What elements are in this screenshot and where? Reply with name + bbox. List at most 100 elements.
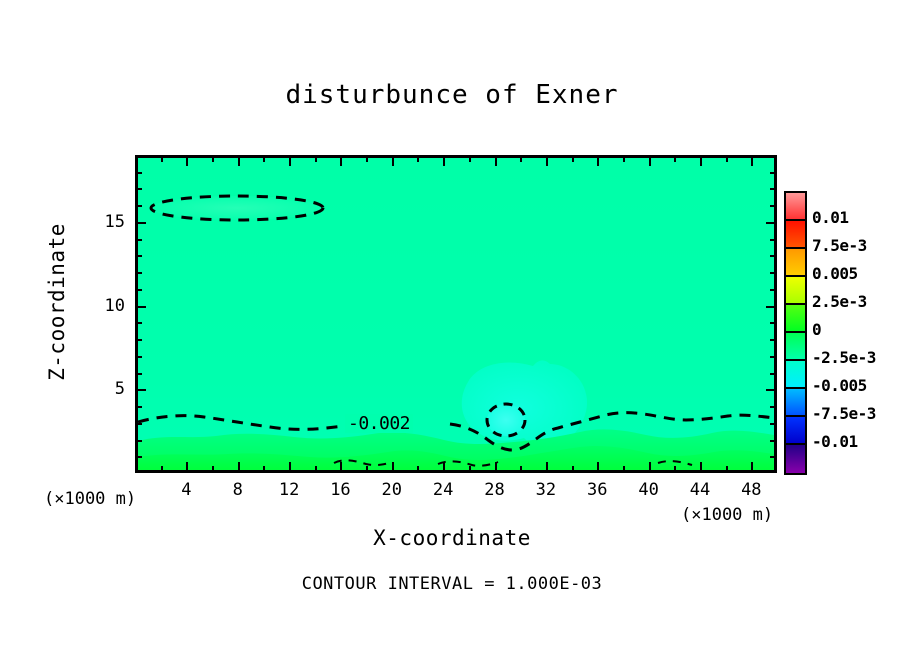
x-tick-bottom xyxy=(623,466,625,473)
x-tick-top xyxy=(212,155,214,162)
x-tick-top xyxy=(186,155,188,166)
x-axis-title: X-coordinate xyxy=(373,526,531,550)
x-tick-bottom xyxy=(161,466,163,473)
y-tick-right xyxy=(770,356,777,358)
y-tick-right xyxy=(770,188,777,190)
x-tick-bottom xyxy=(520,466,522,473)
page-title: disturbunce of Exner xyxy=(285,80,619,110)
x-tick-bottom xyxy=(700,462,702,473)
y-tick-right xyxy=(766,306,777,308)
x-tick-bottom xyxy=(597,462,599,473)
x-tick-top xyxy=(161,155,163,162)
y-tick-right xyxy=(770,339,777,341)
y-tick-label: 15 xyxy=(104,211,125,232)
y-tick-left xyxy=(135,255,142,257)
contour-line-main-left xyxy=(138,414,377,431)
x-tick-bottom xyxy=(546,462,548,473)
contour-field xyxy=(138,158,774,470)
y-tick-left xyxy=(135,406,142,408)
colorbar-band xyxy=(786,305,805,333)
y-tick-label: 5 xyxy=(114,379,125,400)
x-tick-bottom xyxy=(186,462,188,473)
x-tick-bottom xyxy=(649,462,651,473)
x-tick-label: 40 xyxy=(638,480,659,500)
y-tick-left xyxy=(135,188,142,190)
colorbar-tick-label: -0.005 xyxy=(812,376,867,395)
x-tick-bottom xyxy=(263,466,265,473)
contour-value-label: -0.002 xyxy=(345,414,414,433)
colorbar-band xyxy=(786,333,805,361)
x-tick-top xyxy=(263,155,265,162)
x-tick-bottom xyxy=(751,462,753,473)
x-tick-top xyxy=(340,155,342,166)
colorbar-band xyxy=(786,277,805,305)
x-tick-label: 44 xyxy=(689,480,711,500)
x-tick-top xyxy=(469,155,471,162)
y-tick-left xyxy=(135,205,142,207)
colorbar-tick-label: -2.5e-3 xyxy=(812,348,876,367)
field-region-cyan-outer xyxy=(461,360,588,448)
x-tick-top xyxy=(366,155,368,162)
plot-area xyxy=(135,155,777,473)
contour-line-main-right xyxy=(449,411,774,452)
x-tick-top xyxy=(546,155,548,166)
x-tick-top xyxy=(674,155,676,162)
x-tick-bottom xyxy=(469,466,471,473)
x-tick-top xyxy=(751,155,753,166)
x-tick-top xyxy=(623,155,625,162)
x-tick-top xyxy=(417,155,419,162)
y-tick-right xyxy=(770,406,777,408)
colorbar-band xyxy=(786,193,805,221)
y-tick-left xyxy=(135,440,142,442)
y-tick-label: 10 xyxy=(104,295,125,316)
x-tick-top xyxy=(649,155,651,166)
x-tick-label: 28 xyxy=(484,480,505,500)
colorbar-band xyxy=(786,417,805,445)
y-tick-left xyxy=(135,222,146,224)
x-tick-bottom xyxy=(315,466,317,473)
x-tick-bottom xyxy=(340,462,342,473)
x-tick-top xyxy=(572,155,574,162)
x-tick-label: 36 xyxy=(586,480,608,500)
y-axis-units-label: (×1000 m) xyxy=(44,489,137,509)
field-region-cyan-core xyxy=(487,404,525,436)
x-tick-top xyxy=(289,155,291,166)
y-tick-left xyxy=(135,289,142,291)
x-tick-bottom xyxy=(238,462,240,473)
x-tick-top xyxy=(520,155,522,162)
y-tick-right xyxy=(766,389,777,391)
y-tick-left xyxy=(135,339,142,341)
y-tick-right xyxy=(770,205,777,207)
x-tick-label: 24 xyxy=(432,480,454,500)
contour-interval-caption: CONTOUR INTERVAL = 1.000E-03 xyxy=(301,574,603,594)
x-tick-label: 4 xyxy=(181,480,192,500)
y-tick-right xyxy=(770,172,777,174)
x-tick-top xyxy=(315,155,317,162)
x-tick-label: 12 xyxy=(278,480,300,500)
y-tick-left xyxy=(135,373,142,375)
colorbar-tick-label: -0.01 xyxy=(812,432,858,451)
x-tick-top xyxy=(392,155,394,166)
x-tick-bottom xyxy=(289,462,291,473)
colorbar-tick-label: 0 xyxy=(812,320,822,339)
colorbar xyxy=(784,191,807,475)
x-tick-top xyxy=(495,155,497,166)
y-axis-title: Z-coordinate xyxy=(45,223,69,381)
y-tick-left xyxy=(135,423,142,425)
y-tick-right xyxy=(770,239,777,241)
y-tick-right xyxy=(766,222,777,224)
x-tick-bottom xyxy=(572,466,574,473)
contour-line-upper-ellipse xyxy=(149,194,325,222)
colorbar-band xyxy=(786,361,805,389)
x-axis-units-label: (×1000 m) xyxy=(681,505,774,525)
y-tick-right xyxy=(770,289,777,291)
colorbar-band xyxy=(786,389,805,417)
colorbar-tick-label: 0.005 xyxy=(812,264,858,283)
x-tick-bottom xyxy=(392,462,394,473)
x-tick-bottom xyxy=(674,466,676,473)
y-tick-left xyxy=(135,356,142,358)
colorbar-tick-label: -7.5e-3 xyxy=(812,404,876,423)
x-tick-top xyxy=(238,155,240,166)
x-tick-label: 20 xyxy=(381,480,403,500)
